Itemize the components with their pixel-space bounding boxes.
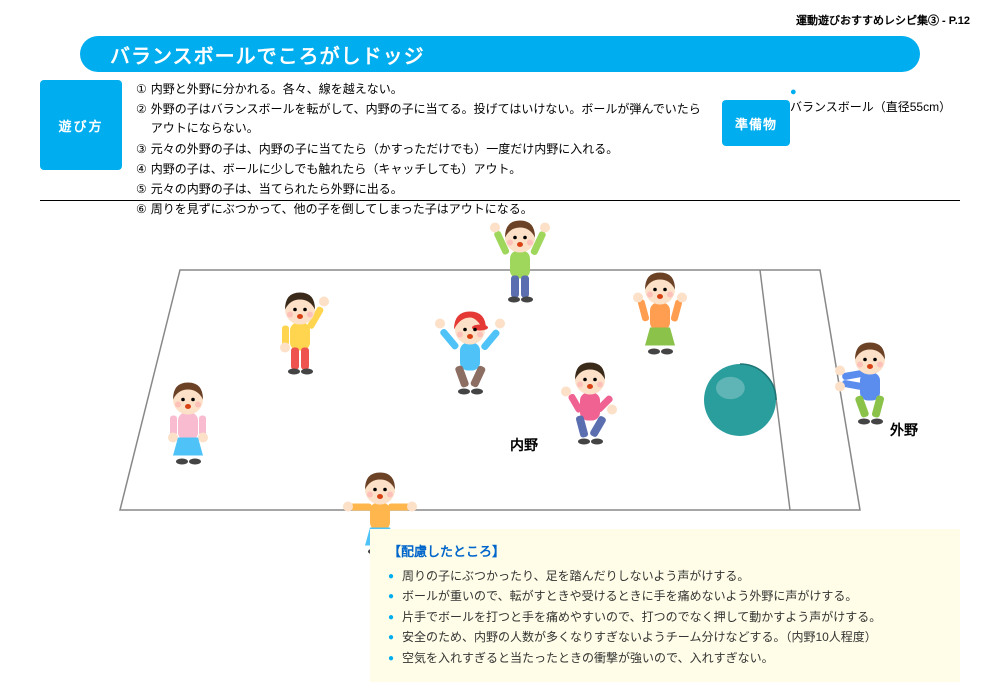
rule-item: ③元々の外野の子は、内野の子に当てたら（かすっただけでも）一度だけ内野に入れる。	[136, 140, 708, 159]
child-icon	[550, 350, 630, 460]
child-icon	[620, 260, 700, 370]
balance-ball-icon	[700, 360, 780, 440]
note-item: 空気を入れすぎると当たったときの衝撃が強いので、入れすぎない。	[388, 648, 942, 668]
child-icon	[430, 300, 510, 410]
note-item: ボールが重いので、転がすときや受けるときに手を痛めないよう外野に声がけする。	[388, 586, 942, 606]
notes-title: 【配慮したところ】	[388, 541, 942, 560]
title-bar: バランスボールでころがしドッジ	[80, 36, 920, 72]
rule-item: ⑥周りを見ずにぶつかって、他の子を倒してしまった子はアウトになる。	[136, 200, 708, 219]
rule-item: ⑤元々の内野の子は、当てられたら外野に出る。	[136, 180, 708, 199]
label-inside: 内野	[510, 435, 538, 455]
prep-label: 準備物	[722, 100, 790, 146]
child-icon	[148, 370, 228, 480]
note-item: 周りの子にぶつかったり、足を踏んだりしないよう声がけする。	[388, 566, 942, 586]
prep-item: バランスボール（直径55cm）	[790, 84, 960, 115]
note-item: 片手でボールを打つと手を痛めやすいので、打つのでなく押して動かすよう声がけする。	[388, 607, 942, 627]
notes-box: 【配慮したところ】 周りの子にぶつかったり、足を踏んだりしないよう声がけする。ボ…	[370, 529, 960, 682]
page-title: バランスボールでころがしドッジ	[110, 40, 425, 69]
note-item: 安全のため、内野の人数が多くなりすぎないようチーム分けなどする。（内野10人程度…	[388, 627, 942, 647]
divider-line	[40, 200, 960, 201]
rule-item: ④内野の子は、ボールに少しでも触れたら（キャッチしても）アウト。	[136, 160, 708, 179]
prep-column: バランスボール（直径55cm）	[790, 80, 960, 115]
rule-item: ②外野の子はバランスボールを転がして、内野の子に当てる。投げてはいけない。ボール…	[136, 100, 708, 138]
notes-list: 周りの子にぶつかったり、足を踏んだりしないよう声がけする。ボールが重いので、転が…	[388, 566, 942, 668]
child-icon	[260, 280, 340, 390]
rule-item: ①内野と外野に分かれる。各々、線を越えない。	[136, 80, 708, 99]
page-header: 運動遊びおすすめレシピ集③ - P.12	[796, 12, 970, 28]
play-diagram: 線 内野 外野	[60, 220, 940, 580]
howto-label: 遊び方	[40, 80, 122, 170]
child-icon	[830, 330, 910, 440]
